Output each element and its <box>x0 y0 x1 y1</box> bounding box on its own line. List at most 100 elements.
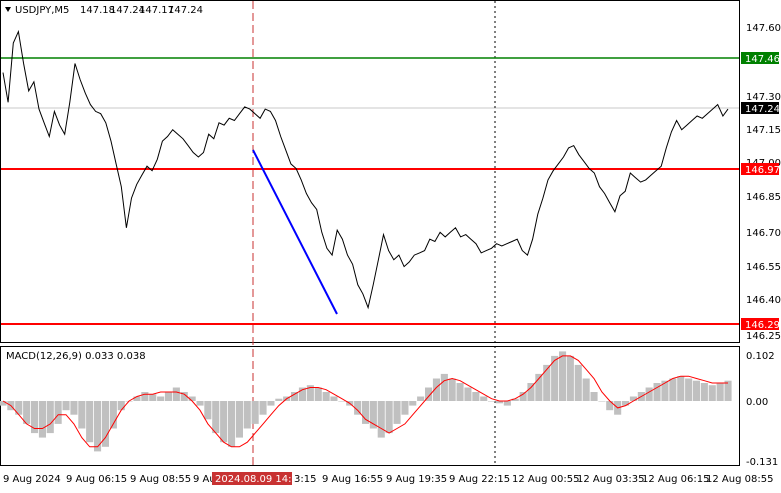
crosshair-time-tag <box>212 472 292 485</box>
macd-bar <box>259 401 267 415</box>
macd-bar <box>298 387 306 401</box>
green-level-label: 147.46 <box>745 54 780 65</box>
macd-bar <box>629 396 637 401</box>
macd-histogram <box>0 351 732 452</box>
macd-bar <box>101 401 109 447</box>
macd-bar <box>503 401 511 406</box>
time-tick: 9 Au <box>193 474 216 485</box>
macd-bar <box>133 396 141 401</box>
time-tick: 12 Aug 03:35 <box>577 474 644 485</box>
price-tick: 146.70 <box>746 228 781 239</box>
macd-bar <box>31 401 39 434</box>
macd-bar <box>157 396 165 401</box>
price-tick: 147.60 <box>746 23 781 34</box>
ohlc-low: 147.17 <box>139 5 174 16</box>
red-level-label-bottom: 146.29 <box>745 320 780 331</box>
macd-bar <box>645 387 653 401</box>
macd-bar <box>362 401 370 424</box>
green-level-tag <box>741 52 779 64</box>
price-panel[interactable] <box>0 0 740 343</box>
macd-bar <box>669 378 677 401</box>
macd-bar <box>606 401 614 411</box>
macd-bar <box>716 383 724 401</box>
macd-bar <box>574 364 582 401</box>
macd-bar <box>180 392 188 401</box>
macd-bar <box>267 401 275 406</box>
macd-bar <box>164 392 172 401</box>
time-tick: 9 Aug 06:15 <box>66 474 127 485</box>
time-tick: 9 Aug 19:35 <box>386 474 447 485</box>
time-tick: 9 Aug 2024 <box>3 474 61 485</box>
ohlc-open: 147.18 <box>80 5 115 16</box>
macd-bar <box>653 383 661 401</box>
macd-bar <box>543 364 551 401</box>
macd-bar <box>251 401 259 424</box>
macd-bar <box>582 378 590 401</box>
macd-bar <box>354 401 362 415</box>
macd-bar <box>172 387 180 401</box>
macd-axis: 0.102 0.00 -0.131 <box>746 351 778 468</box>
macd-bar <box>322 392 330 401</box>
macd-bar <box>275 398 283 401</box>
macd-bar <box>590 392 598 401</box>
macd-bar <box>401 401 409 415</box>
current-price-tag <box>741 102 779 114</box>
macd-bar <box>62 401 70 411</box>
time-tick: 9 Aug 16:55 <box>322 474 383 485</box>
macd-tick: 0.102 <box>746 351 775 362</box>
time-tick: 3:15 <box>294 474 316 485</box>
macd-bar <box>566 355 574 401</box>
macd-bar <box>338 401 346 402</box>
macd-bar <box>535 373 543 401</box>
collapse-triangle-icon[interactable] <box>5 7 11 12</box>
crosshair-time-label: 2024.08.09 14:00 <box>215 474 304 485</box>
macd-bar <box>661 380 669 401</box>
red-level-tag-top <box>741 163 779 175</box>
macd-bar <box>23 401 31 424</box>
macd-bar <box>448 378 456 401</box>
macd-bar <box>511 398 519 401</box>
trend-line[interactable] <box>252 149 338 315</box>
macd-header: MACD(12,26,9) 0.033 0.038 <box>6 351 146 362</box>
symbol-header: USDJPY,M5 <box>15 5 69 16</box>
macd-bar <box>417 396 425 401</box>
macd-bar <box>472 392 480 401</box>
macd-bar <box>94 401 102 452</box>
ohlc-close: 147.24 <box>168 5 203 16</box>
macd-bar <box>78 401 86 429</box>
macd-bar <box>527 383 535 401</box>
red-level-label-top: 146.97 <box>745 165 780 176</box>
macd-bar <box>622 401 630 406</box>
macd-bar <box>677 376 685 401</box>
macd-bar <box>551 355 559 401</box>
macd-bar <box>220 401 228 443</box>
macd-bar <box>377 401 385 438</box>
macd-bar <box>0 401 7 406</box>
macd-bar <box>86 401 94 443</box>
macd-bar <box>306 385 314 401</box>
red-level-tag-bottom <box>741 318 779 330</box>
macd-bar <box>708 385 716 401</box>
macd-bar <box>685 378 693 401</box>
macd-bar <box>15 401 23 415</box>
macd-bar <box>393 401 401 424</box>
macd-bar <box>456 383 464 401</box>
price-tick: 147.15 <box>746 125 781 136</box>
macd-bar <box>692 380 700 401</box>
price-line <box>2 29 729 310</box>
macd-bar <box>212 401 220 434</box>
price-tick: 146.40 <box>746 295 781 306</box>
macd-bar <box>480 396 488 401</box>
macd-bar <box>243 401 251 429</box>
macd-bar <box>432 378 440 401</box>
macd-bar <box>495 401 503 404</box>
price-tick: 146.25 <box>746 331 781 342</box>
macd-bar <box>559 351 567 401</box>
macd-bar <box>488 401 496 402</box>
price-tick: 147.30 <box>746 92 781 103</box>
macd-bar <box>314 387 322 401</box>
macd-bar <box>235 401 243 438</box>
macd-bar <box>700 383 708 401</box>
macd-bar <box>38 401 46 438</box>
